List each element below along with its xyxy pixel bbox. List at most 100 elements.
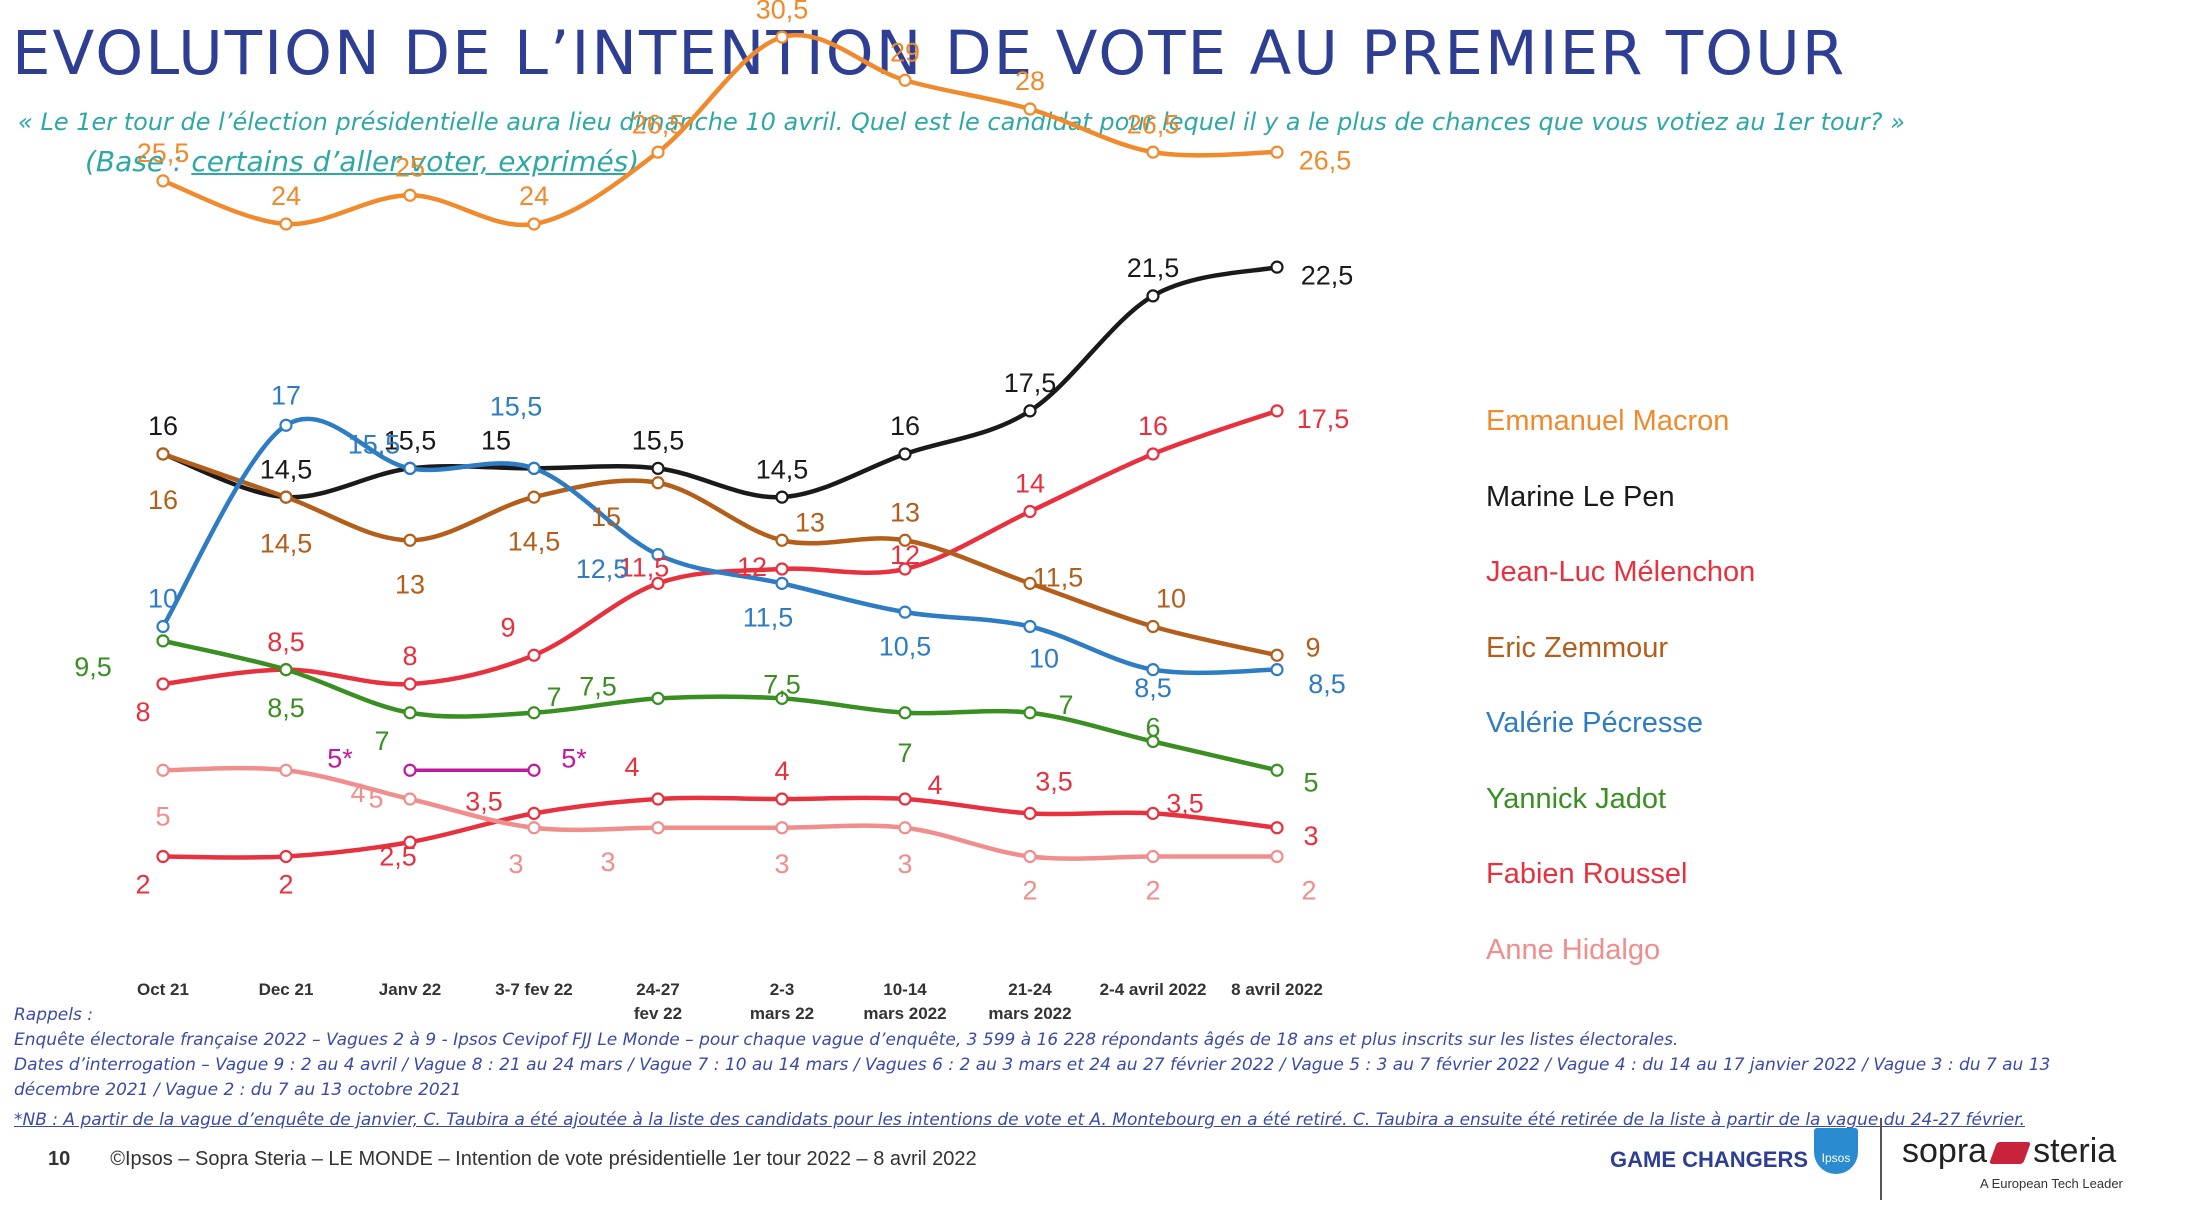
notes: Rappels : Enquête électorale française 2… (14, 1003, 2050, 1103)
base-link[interactable]: certains d’aller voter, exprimés (191, 145, 629, 178)
data-point-valerie-pecresse-9 (1270, 663, 1284, 677)
data-label-marine-le-pen-7: 17,5 (1004, 368, 1057, 398)
series-lines (161, 32, 1278, 861)
base-suffix: ) (628, 145, 640, 178)
data-label-marine-le-pen-0: 16 (148, 411, 178, 441)
page-number: 10 (48, 1148, 71, 1170)
data-label-marine-le-pen-2: 15,5 (384, 426, 437, 456)
data-point-fabien-roussel-7 (1023, 806, 1037, 820)
base-note: (Base : certains d’aller voter, exprimés… (85, 145, 639, 178)
series-line-anne-hidalgo (162, 765, 1277, 861)
game-changers-logo: GAME CHANGERS (1610, 1147, 1809, 1172)
data-label-fabien-roussel-5: 4 (774, 756, 789, 786)
data-label-yannick-jadot-9: 5 (1303, 767, 1318, 797)
data-point-fabien-roussel-0 (156, 849, 170, 864)
data-point-jean-luc-melenchon-9 (1270, 404, 1284, 418)
data-label-fabien-roussel-3: 3,5 (465, 787, 503, 817)
data-point-yannick-jadot-0 (156, 634, 170, 648)
copyright: ©Ipsos – Sopra Steria – LE MONDE – Inten… (110, 1148, 977, 1170)
data-label-eric-zemmour-1: 14,5 (260, 528, 313, 558)
data-point-fabien-roussel-4 (651, 792, 665, 806)
data-label-valerie-pecresse-7: 10 (1029, 644, 1059, 674)
data-point-yannick-jadot-9 (1270, 763, 1284, 777)
data-point-yannick-jadot-3 (527, 706, 541, 720)
data-point-yannick-jadot-6 (898, 706, 912, 720)
data-label-valerie-pecresse-8: 8,5 (1134, 673, 1172, 703)
data-point-jean-luc-melenchon-7 (1023, 504, 1037, 519)
data-point-emmanuel-macron-9 (1270, 145, 1284, 159)
x-tick-label-2: Janv 22 (379, 980, 441, 999)
legend-item-hidalgo: Anne Hidalgo (1486, 933, 1661, 966)
data-point-eric-zemmour-3 (527, 490, 541, 504)
x-tick-label-9: 8 avril 2022 (1231, 980, 1323, 999)
data-point-eric-zemmour-4 (651, 476, 665, 490)
data-point-emmanuel-macron-8 (1146, 145, 1160, 159)
data-label-anne-hidalgo-9: 2 (1301, 876, 1316, 906)
data-point-anne-hidalgo-6 (898, 821, 912, 835)
data-label-yannick-jadot-2: 7 (374, 726, 389, 756)
data-point-emmanuel-macron-4 (651, 145, 665, 159)
data-label-fabien-roussel-9: 3 (1303, 821, 1318, 851)
legend: Emmanuel Macron Marine Le Pen Jean-Luc M… (1486, 405, 1755, 1009)
data-label-eric-zemmour-7: 11,5 (1033, 563, 1084, 593)
notes-line-3: décembre 2021 / Vague 2 : du 7 au 13 oct… (14, 1080, 462, 1100)
data-labels: 25,524252426,530,5292826,526,51614,515,5… (74, 0, 1353, 906)
data-label-emmanuel-macron-8: 26,5 (1127, 109, 1180, 139)
x-tick-label-6-line2: mars 2022 (863, 1004, 946, 1023)
data-label-eric-zemmour-0: 16 (148, 485, 178, 515)
data-label-marine-le-pen-3: 15 (481, 426, 511, 456)
data-label-fabien-roussel-8: 3,5 (1166, 789, 1204, 819)
data-label-marine-le-pen-6: 16 (890, 411, 920, 441)
data-label-anne-hidalgo-7: 2 (1022, 876, 1037, 906)
data-label-fabien-roussel-7: 3,5 (1035, 767, 1073, 797)
data-point-eric-zemmour-0 (156, 447, 170, 461)
data-label-marine-le-pen-4: 15,5 (632, 426, 685, 456)
data-point-jean-luc-melenchon-6 (898, 562, 912, 576)
data-point-marine-le-pen-9 (1270, 260, 1284, 274)
data-label-valerie-pecresse-3: 15,5 (490, 392, 543, 422)
data-label-fabien-roussel-4: 4 (624, 752, 639, 782)
data-label-emmanuel-macron-5: 30,5 (756, 0, 809, 24)
x-tick-label-3: 3-7 fev 22 (495, 980, 573, 999)
data-point-anne-hidalgo-5 (775, 821, 789, 835)
sopra-tagline: A European Tech Leader (1980, 1176, 2123, 1191)
data-label-anne-hidalgo-4: 3 (600, 847, 615, 877)
data-label-valerie-pecresse-0: 10 (148, 584, 178, 614)
data-label-jean-luc-melenchon-7: 14 (1015, 469, 1045, 499)
data-point-fabien-roussel-2 (403, 835, 417, 849)
x-tick-label-1: Dec 21 (259, 980, 314, 999)
data-point-anne-hidalgo-1 (279, 763, 293, 777)
x-tick-label-5: 2-3 (770, 980, 795, 999)
data-label-fabien-roussel-2: 2,5 (379, 841, 417, 871)
data-point-c-taubira-3 (527, 763, 541, 777)
data-point-fabien-roussel-9 (1270, 821, 1284, 835)
data-point-emmanuel-macron-3 (527, 217, 541, 231)
data-label-eric-zemmour-6: 13 (890, 497, 920, 527)
data-label-yannick-jadot-7: 7 (1058, 690, 1073, 720)
data-point-jean-luc-melenchon-5 (775, 562, 789, 576)
data-point-eric-zemmour-6 (898, 533, 912, 547)
series-line-yannick-jadot (162, 638, 1278, 773)
data-label-anne-hidalgo-0: 5 (155, 801, 170, 831)
data-point-emmanuel-macron-5 (775, 30, 789, 44)
data-point-jean-luc-melenchon-2 (403, 677, 417, 691)
data-point-eric-zemmour-5 (775, 533, 789, 547)
logo-divider (1880, 1118, 1882, 1200)
data-point-emmanuel-macron-6 (898, 73, 912, 87)
data-label-emmanuel-macron-3: 24 (519, 181, 549, 211)
data-point-emmanuel-macron-2 (403, 188, 417, 202)
survey-question: « Le 1er tour de l’élection présidentiel… (18, 108, 1905, 136)
data-label-valerie-pecresse-2: 15,5 (348, 430, 401, 460)
data-label-fabien-roussel-6: 4 (927, 770, 942, 800)
steria-text: steria (2033, 1132, 2117, 1170)
series-line-jean-luc-melenchon (162, 408, 1278, 687)
sopra-text: sopra (1902, 1132, 1988, 1170)
data-point-valerie-pecresse-6 (898, 605, 912, 619)
data-label-eric-zemmour-9: 9 (1305, 632, 1320, 662)
data-point-jean-luc-melenchon-4 (651, 576, 665, 590)
data-label-anne-hidalgo-1: 5 (368, 783, 383, 813)
data-point-valerie-pecresse-0 (156, 619, 170, 634)
legend-item-le-pen: Marine Le Pen (1486, 480, 1675, 513)
data-label-anne-hidalgo-2: 4 (350, 778, 365, 808)
